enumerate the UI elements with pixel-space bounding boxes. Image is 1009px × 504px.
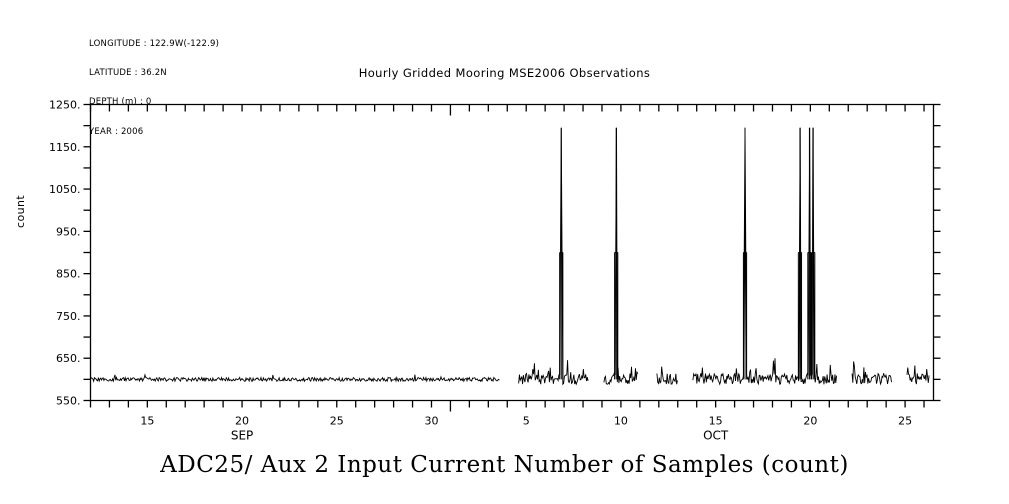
metadata-year: YEAR : 2006 (89, 126, 144, 137)
svg-text:15: 15 (140, 415, 154, 428)
svg-text:5: 5 (523, 415, 530, 428)
figure-caption: ADC25/ Aux 2 Input Current Number of Sam… (160, 452, 849, 478)
data-series (90, 127, 930, 386)
svg-text:30: 30 (424, 415, 438, 428)
svg-text:750.: 750. (56, 310, 81, 323)
svg-text:950.: 950. (56, 225, 81, 238)
month-labels: SEP OCT (231, 429, 729, 443)
axes (89, 103, 935, 402)
metadata-depth: DEPTH (m) : 0 (89, 97, 152, 108)
svg-text:OCT: OCT (703, 429, 729, 443)
y-tick-labels: 1250. 1150. 1050. 950. 850. 750. 650. 550. (49, 99, 81, 408)
svg-text:1150.: 1150. (49, 141, 81, 154)
svg-text:20: 20 (803, 415, 817, 428)
svg-text:550.: 550. (56, 395, 81, 408)
svg-text:10: 10 (614, 415, 628, 428)
svg-text:25: 25 (330, 415, 344, 428)
metadata-longitude: LONGITUDE : 122.9W(-122.9) (89, 38, 220, 49)
chart-title: Hourly Gridded Mooring MSE2006 Observati… (358, 66, 651, 80)
x-tick-labels: 15 20 25 30 5 10 15 20 25 (140, 415, 912, 428)
svg-text:15: 15 (709, 415, 723, 428)
metadata-latitude: LATITUDE : 36.2N (89, 67, 167, 78)
svg-text:SEP: SEP (231, 429, 253, 443)
svg-text:1250.: 1250. (49, 99, 81, 112)
svg-text:25: 25 (898, 415, 912, 428)
svg-text:850.: 850. (56, 268, 81, 281)
station-metadata: LONGITUDE : 122.9W(-122.9) LATITUDE : 36… (89, 20, 219, 157)
svg-text:20: 20 (235, 415, 249, 428)
svg-text:1050.: 1050. (49, 183, 81, 196)
axis-ticks (83, 103, 941, 412)
svg-text:650.: 650. (56, 352, 81, 365)
